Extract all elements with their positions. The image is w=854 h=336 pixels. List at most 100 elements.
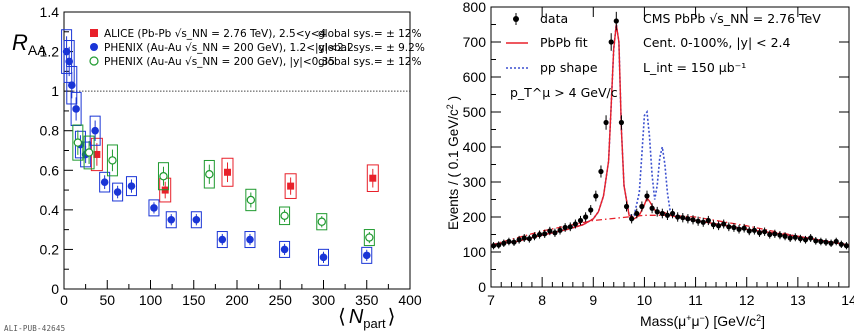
left-data-point [365, 233, 374, 242]
right-x-tick-label: 10 [637, 292, 653, 308]
right-data-point [506, 238, 512, 245]
left-y-tick-label: 1.2 [40, 44, 60, 60]
right-data-point [639, 203, 645, 210]
legend-global-sys: global sys.= ± 9.2% [318, 42, 425, 54]
legend-marker-open-circle [89, 56, 99, 66]
left-data-point [218, 235, 227, 244]
left-y-tick-label: 0.2 [40, 241, 60, 257]
right-curve-pp-shape [490, 24, 850, 246]
left-sys-box [279, 240, 291, 258]
right-data-point [741, 225, 747, 231]
right-y-tick-label: 600 [463, 69, 487, 85]
right-data-point [777, 232, 783, 238]
left-data-point [280, 211, 289, 220]
right-data-point [490, 243, 497, 249]
right-data-point [669, 210, 676, 217]
left-x-tick-label: 50 [99, 292, 115, 308]
right-data-point [664, 212, 671, 218]
left-x-tick-label: 250 [269, 292, 293, 308]
left-data-point [369, 174, 377, 182]
right-data-point [531, 233, 538, 239]
right-data-point [715, 223, 722, 229]
right-data-point [797, 236, 804, 242]
left-series [61, 29, 379, 266]
right-x-tick-label: 9 [589, 292, 597, 308]
right-data-point [613, 18, 619, 24]
right-data-point [828, 240, 834, 246]
right-data-point [649, 205, 655, 211]
right-y-tick-label: 0 [478, 279, 486, 295]
legend-label: data [540, 11, 568, 26]
right-data-point [618, 119, 625, 126]
right-data-point [557, 227, 563, 233]
right-data-point [792, 234, 798, 240]
right-data-point [705, 217, 711, 224]
right-data-point [511, 239, 517, 245]
right-data-point [623, 203, 630, 210]
left-data-point [72, 105, 80, 113]
left-data-point [192, 215, 201, 224]
right-data-point [603, 119, 609, 126]
left-data-point [362, 251, 371, 260]
left-sys-box [89, 115, 101, 146]
right-x-tick-label: 13 [790, 292, 806, 308]
right-data-points [490, 11, 850, 250]
right-data-point [685, 216, 691, 222]
legend-marker-circle [90, 43, 98, 51]
right-x-axis-label: Mass(μ+μ−) [GeV/c2] [640, 313, 765, 329]
figure-id: ALI-PUB-42645 [4, 324, 66, 333]
right-axis-ticks [490, 6, 850, 288]
right-data-point [547, 228, 553, 234]
right-data-point [772, 231, 778, 237]
left-sys-box [125, 176, 137, 197]
right-data-point [598, 168, 604, 175]
right-curve-background [490, 214, 850, 246]
right-curves [490, 24, 850, 246]
right-data-point [710, 222, 717, 228]
left-sys-box [366, 164, 379, 192]
left-y-tick-label: 0.6 [40, 162, 60, 178]
left-sys-box [72, 124, 84, 161]
left-y-tick-label: 0.8 [40, 123, 60, 139]
left-x-tick-label: 200 [225, 292, 249, 308]
right-data-point [813, 238, 819, 244]
right-data-point [629, 216, 635, 222]
left-tick-labels: 0 50 100 150 200 250 300 350 400 0 0.2 0.4 0.6 0.8 1 1.… [40, 4, 422, 308]
right-data-point [654, 209, 660, 215]
right-data-point [818, 238, 824, 245]
left-data-point [280, 245, 289, 254]
right-data-point [608, 39, 614, 45]
right-data-point [562, 224, 568, 231]
left-sys-box [363, 229, 375, 247]
left-sys-box [318, 248, 329, 266]
right-data-point [644, 193, 650, 199]
left-sys-box [148, 199, 160, 217]
left-sys-box [165, 211, 177, 229]
right-y-tick-label: 100 [463, 244, 487, 260]
left-sys-box [279, 206, 291, 226]
right-data-point [675, 214, 681, 220]
left-sys-box [361, 246, 373, 264]
right-annotations: CMS PbPb √s_NN = 2.76 TeV Cent. 0-100%, |… [510, 11, 821, 100]
left-x-axis-label: ⟨ Npart ⟩ [338, 306, 395, 331]
right-data-point [700, 219, 706, 225]
left-data-point [100, 178, 109, 186]
right-data-point [802, 237, 809, 243]
left-data-point [246, 235, 254, 244]
right-x-tick-label: 7 [487, 292, 495, 308]
legend-global-sys: global sys.= ± 12% [318, 28, 421, 40]
left-x-tick-label: 150 [182, 292, 206, 308]
right-data-point [833, 238, 839, 245]
left-data-point [91, 126, 99, 135]
left-data-point [319, 253, 328, 262]
right-legend: data PbPb fit pp shape [506, 11, 598, 75]
right-y-tick-label: 300 [463, 174, 487, 190]
left-sys-box [63, 40, 75, 83]
legend-label: PbPb fit [540, 35, 588, 50]
left-data-point [84, 148, 94, 157]
right-chart: 7 8 9 10 11 12 13 14 0 100 200 300 400 500 600 700 800 E… [445, 0, 854, 329]
left-data-point [159, 172, 168, 181]
right-data-point [721, 221, 727, 227]
left-sys-box [190, 211, 202, 229]
right-data-point [751, 227, 757, 233]
